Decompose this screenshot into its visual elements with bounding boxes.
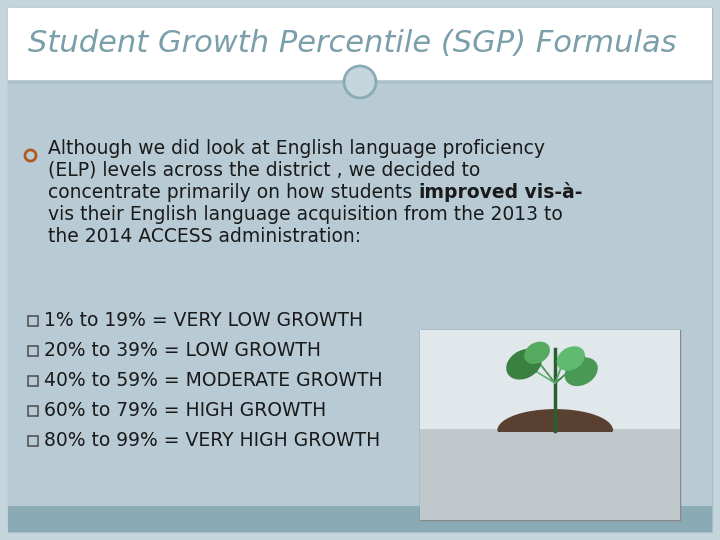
Bar bbox=[28, 436, 38, 446]
Text: vis-à-: vis-à- bbox=[518, 183, 583, 201]
Text: vis their English language acquisition from the 2013 to: vis their English language acquisition f… bbox=[48, 205, 563, 224]
Bar bbox=[8, 80, 712, 508]
Circle shape bbox=[344, 66, 376, 98]
Polygon shape bbox=[555, 357, 585, 383]
Polygon shape bbox=[531, 368, 555, 383]
Bar bbox=[420, 330, 680, 435]
Text: 60% to 79% = HIGH GROWTH: 60% to 79% = HIGH GROWTH bbox=[44, 401, 326, 420]
Text: (ELP) levels across the district , we decided to: (ELP) levels across the district , we de… bbox=[48, 160, 480, 179]
Ellipse shape bbox=[507, 349, 541, 379]
Bar bbox=[28, 346, 38, 356]
Text: concentrate primarily on how students: concentrate primarily on how students bbox=[48, 183, 418, 201]
Text: 80% to 99% = VERY HIGH GROWTH: 80% to 99% = VERY HIGH GROWTH bbox=[44, 430, 380, 449]
Text: the 2014 ACCESS administration:: the 2014 ACCESS administration: bbox=[48, 226, 361, 246]
Bar bbox=[28, 316, 38, 326]
Text: 1% to 19% = VERY LOW GROWTH: 1% to 19% = VERY LOW GROWTH bbox=[44, 310, 363, 329]
Bar bbox=[28, 406, 38, 416]
Polygon shape bbox=[534, 357, 555, 383]
Text: 40% to 59% = MODERATE GROWTH: 40% to 59% = MODERATE GROWTH bbox=[44, 370, 382, 389]
Bar bbox=[420, 330, 680, 520]
Ellipse shape bbox=[525, 342, 549, 363]
Polygon shape bbox=[498, 410, 613, 431]
Bar bbox=[28, 376, 38, 386]
Bar bbox=[420, 429, 680, 520]
Ellipse shape bbox=[565, 358, 597, 386]
Polygon shape bbox=[555, 357, 564, 383]
Text: 20% to 39% = LOW GROWTH: 20% to 39% = LOW GROWTH bbox=[44, 341, 321, 360]
FancyBboxPatch shape bbox=[8, 8, 712, 532]
Ellipse shape bbox=[557, 347, 584, 370]
Text: Student Growth Percentile (SGP) Formulas: Student Growth Percentile (SGP) Formulas bbox=[28, 30, 677, 58]
Bar bbox=[8, 8, 712, 80]
Text: Although we did look at English language proficiency: Although we did look at English language… bbox=[48, 138, 545, 158]
Text: improved: improved bbox=[418, 183, 518, 201]
Bar bbox=[8, 506, 712, 532]
